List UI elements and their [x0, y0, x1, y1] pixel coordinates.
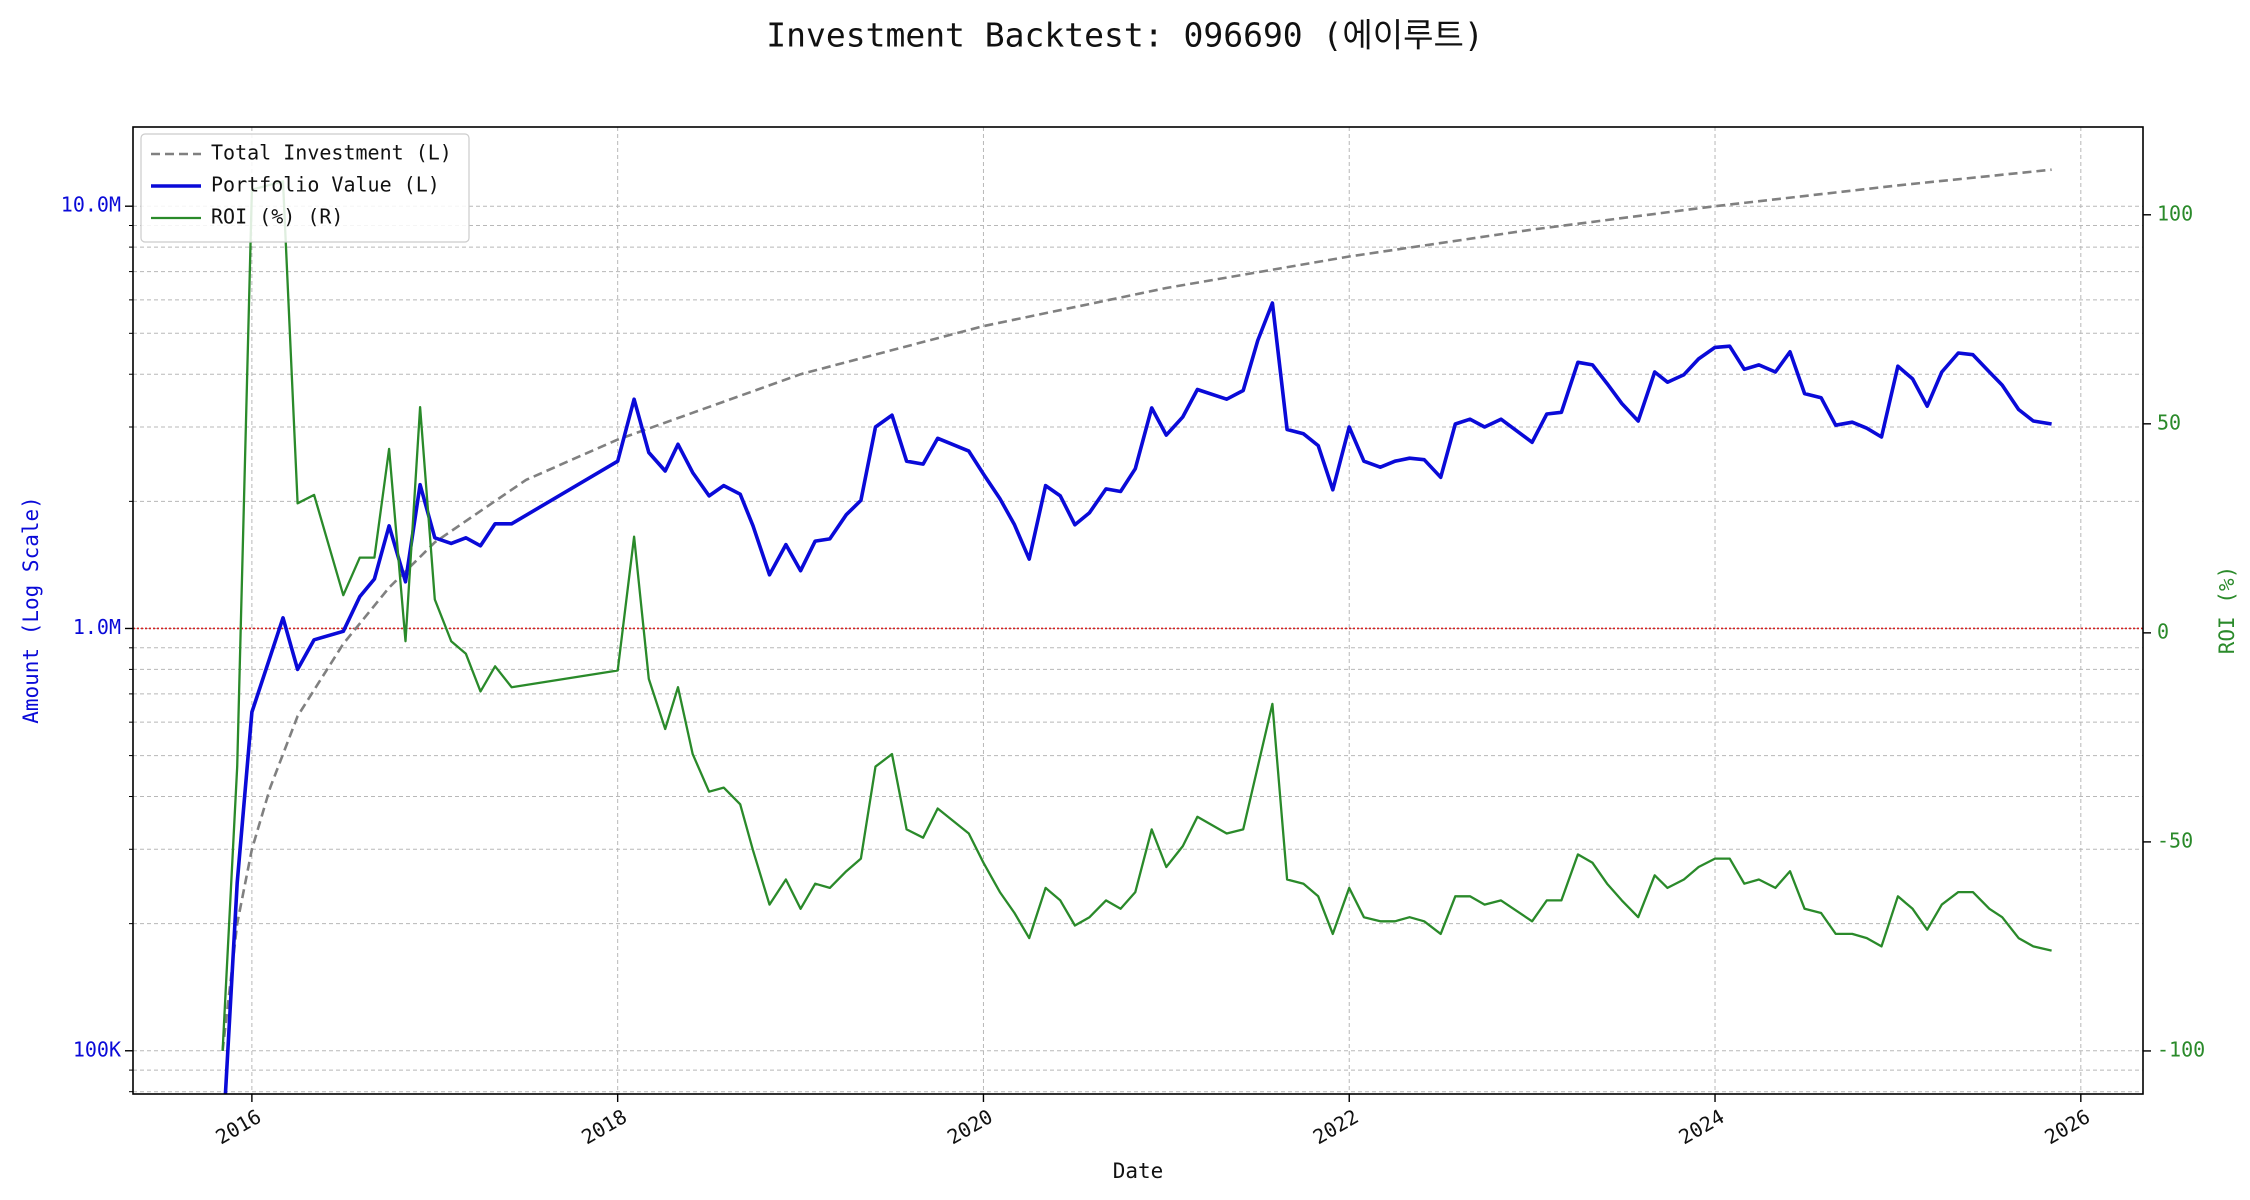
legend-label: Total Investment (L): [211, 141, 452, 165]
y-tick-label: 10.0M: [61, 193, 121, 217]
series-line: [221, 168, 2052, 1051]
x-tick-label: 2024: [1675, 1104, 1729, 1149]
y-axis-label: Amount (Log Scale): [19, 496, 43, 724]
y2-tick-label: 50: [2157, 410, 2181, 434]
legend-box: [140, 133, 470, 243]
y2-tick-label: 100: [2157, 201, 2193, 225]
legend: Total Investment (L) Portfolio Value (L) R…: [140, 133, 470, 243]
x-tick-label: 2016: [211, 1104, 265, 1149]
y2-tick-label: -50: [2157, 828, 2193, 852]
x-tick-label: 2018: [577, 1104, 631, 1149]
y2-axis-label: ROI (%): [2215, 566, 2239, 655]
y-tick-label: 1.0M: [73, 615, 121, 639]
y2-tick-label: 0: [2157, 619, 2169, 643]
plot-area: [133, 168, 2143, 1094]
legend-label: ROI (%) (R): [211, 205, 343, 229]
x-tick-label: 2026: [2040, 1104, 2094, 1149]
x-tick-label: 2020: [943, 1104, 997, 1149]
x-tick-label: 2022: [1309, 1104, 1363, 1149]
series-line: [223, 301, 2052, 1094]
x-axis-label: Date: [1113, 1159, 1164, 1183]
series-line: [221, 180, 2052, 1051]
legend-label: Portfolio Value (L): [211, 173, 440, 197]
chart-title: Investment Backtest: 096690 (에이루트): [766, 16, 1483, 55]
grid: [133, 127, 2143, 1094]
y-tick-label: 100K: [73, 1037, 121, 1061]
plot-frame: [132, 126, 2144, 1095]
y2-tick-label: -100: [2157, 1037, 2205, 1061]
axes: 2016 2018 2020 2022 2024 2026 100K 1.0M 10.0M -10…: [61, 193, 2205, 1149]
